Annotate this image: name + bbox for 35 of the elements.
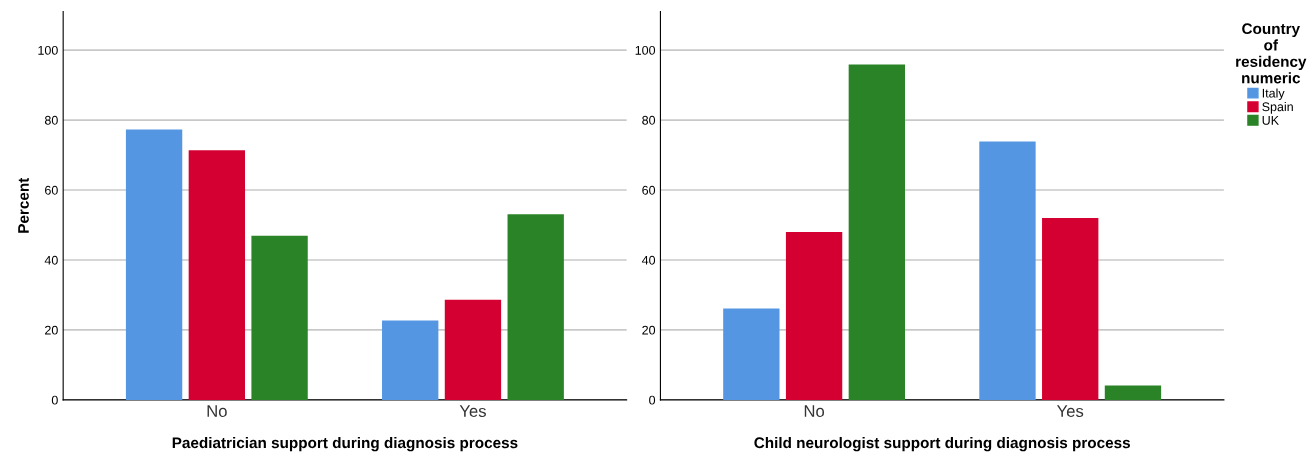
x-tick-label: Yes	[459, 405, 486, 417]
y-tick-label: 60	[642, 185, 656, 195]
y-tick-label: 60	[45, 185, 58, 195]
bar	[1104, 385, 1162, 400]
x-axis-title: Child neurologist support during diagnosis process	[754, 436, 1130, 452]
legend-label: Spain	[1262, 102, 1293, 114]
bar	[785, 232, 843, 400]
x-tick-label: No	[804, 405, 825, 417]
y-axis-title: Percent	[18, 177, 29, 233]
bar	[188, 150, 246, 400]
bar	[1042, 218, 1099, 400]
y-tick-label: 80	[642, 115, 656, 125]
y-tick-label: 20	[45, 325, 58, 335]
bar	[382, 320, 439, 400]
legend-title: Country of residency numeric	[1236, 23, 1307, 84]
legend-label: Italy	[1262, 88, 1285, 101]
y-tick-label: 40	[44, 255, 58, 265]
bar	[444, 299, 502, 400]
y-tick-label: 80	[44, 115, 58, 125]
x-axis-title: Paediatrician support during diagnosis process	[172, 436, 518, 452]
y-tick-label: 20	[642, 325, 656, 335]
bar	[979, 141, 1036, 400]
y-tick-label: 0	[51, 395, 58, 405]
x-tick-label: No	[207, 405, 227, 417]
bar	[848, 64, 906, 400]
y-tick-label: 40	[641, 255, 656, 265]
y-tick-label: 100	[38, 45, 58, 55]
y-tick-label: 100	[635, 45, 656, 55]
x-tick-label: Yes	[1056, 405, 1084, 417]
legend-label: UK	[1262, 116, 1279, 125]
y-tick-label: 0	[649, 395, 656, 405]
bar	[251, 235, 308, 400]
bar	[125, 129, 183, 400]
bar	[723, 308, 780, 400]
bar	[507, 214, 564, 400]
